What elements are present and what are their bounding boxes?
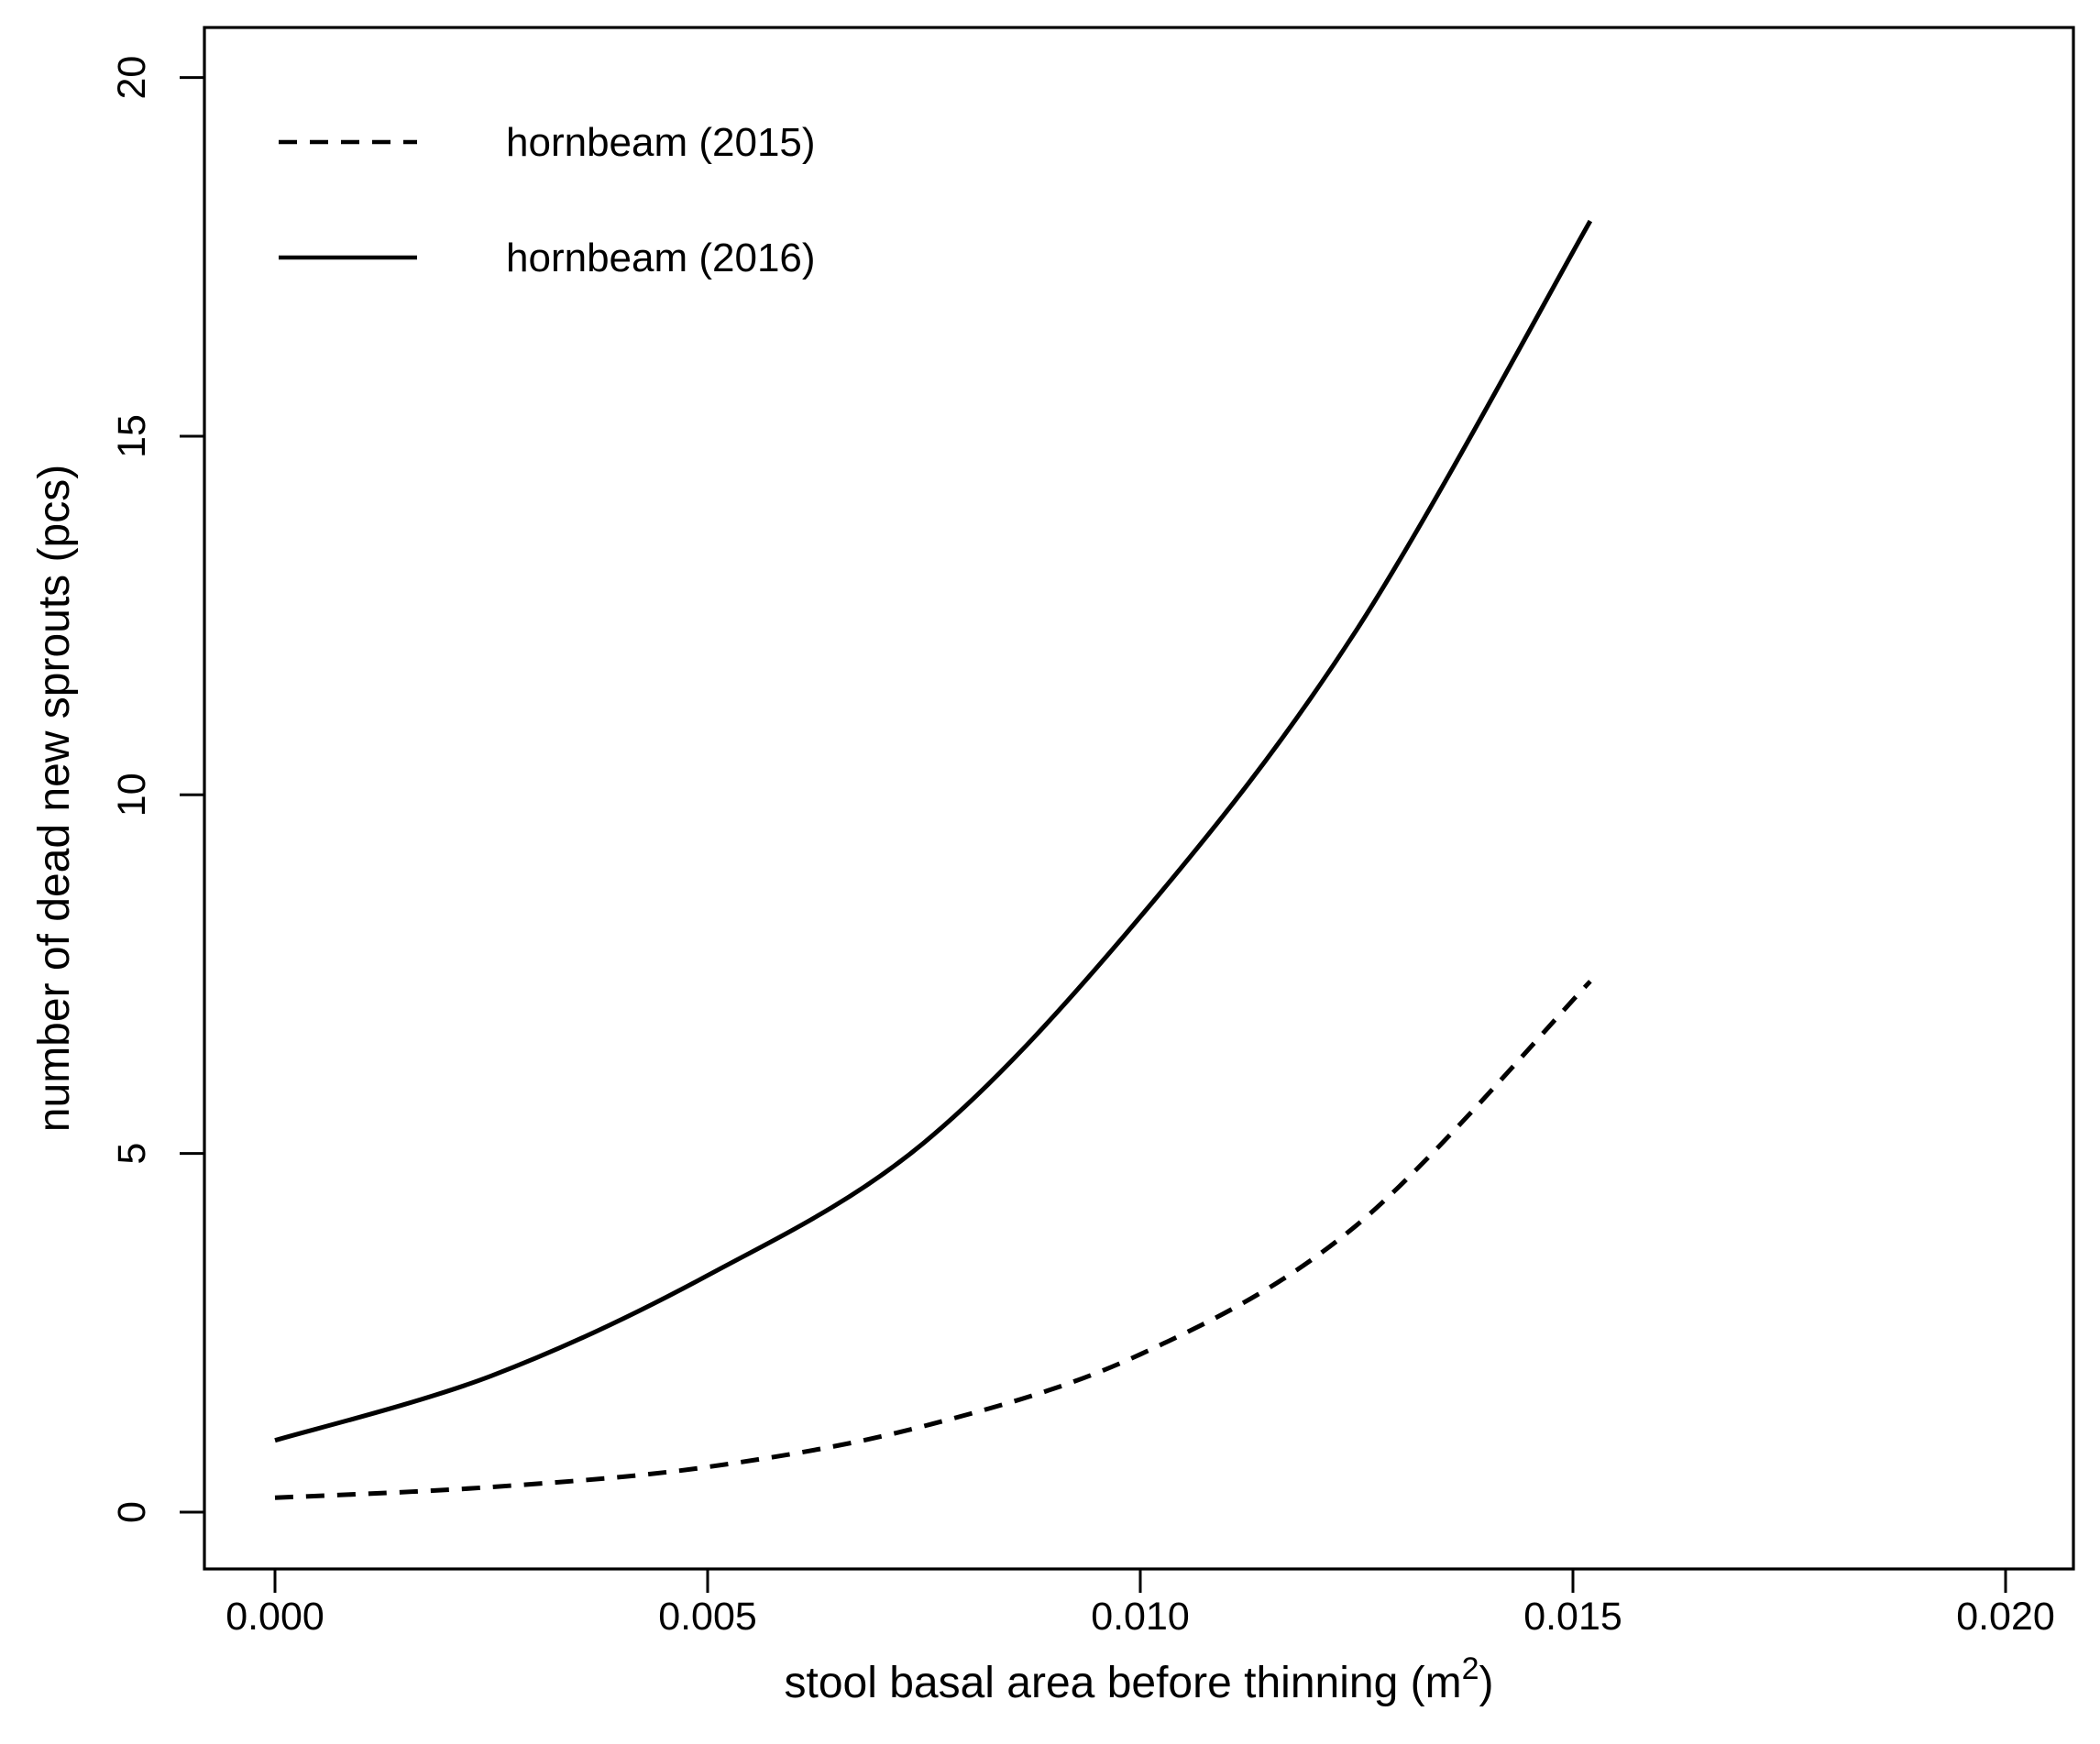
x-axis-tick-label: 0.015 (1523, 1595, 1622, 1639)
x-axis-label: stool basal area before thinning (m2) (784, 1651, 1493, 1707)
y-axis-tick-label: 5 (110, 1143, 154, 1165)
y-axis-tick-label: 10 (110, 773, 154, 817)
legend-label-hornbeam-2016: hornbeam (2016) (506, 236, 816, 280)
y-axis-tick-label: 15 (110, 414, 154, 458)
y-axis-label: number of dead new sprouts (pcs) (30, 465, 79, 1132)
plot-box (203, 26, 2075, 1571)
legend-label-hornbeam-2015: hornbeam (2015) (506, 120, 816, 165)
series-line-hornbeam-2016 (274, 219, 1593, 1443)
x-axis-tick-label: 0.000 (225, 1595, 324, 1639)
x-axis-tick-label: 0.005 (658, 1595, 757, 1639)
x-axis-tick-label: 0.010 (1091, 1595, 1190, 1639)
x-axis-tick-label: 0.020 (1956, 1595, 2055, 1639)
y-axis-tick-label: 20 (110, 56, 154, 100)
y-axis-tick-label: 0 (110, 1501, 154, 1523)
series-line-hornbeam-2015 (274, 980, 1592, 1500)
